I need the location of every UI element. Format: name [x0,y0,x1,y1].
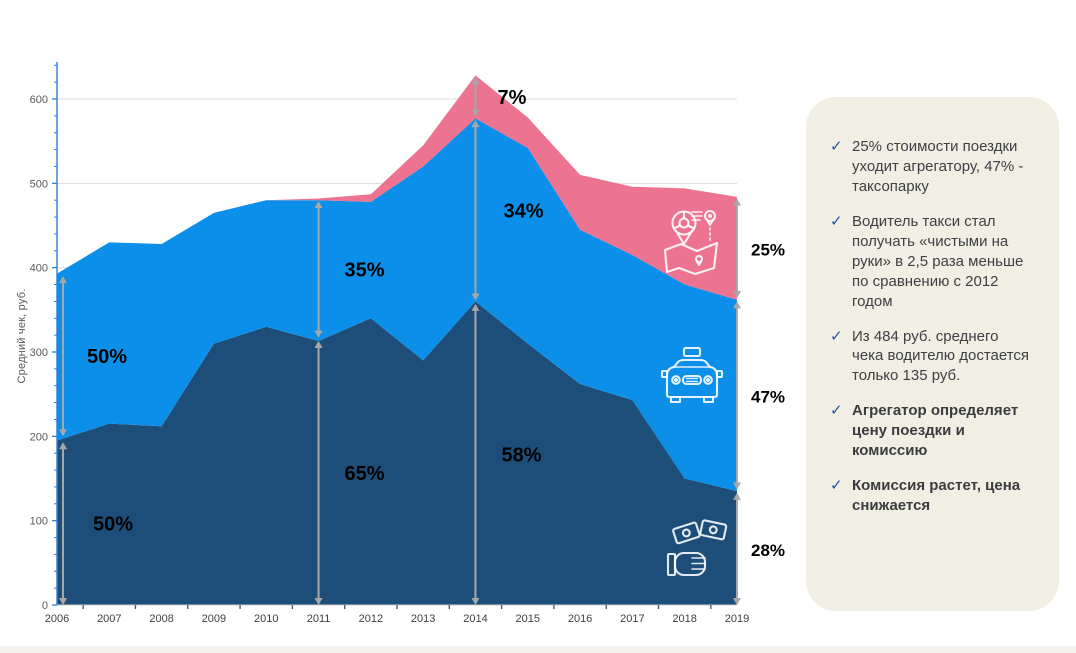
y-tick-label: 100 [30,516,48,528]
bullet-text: Водитель такси стал получать «чистыми на… [852,212,1024,310]
x-tick-label: 2018 [672,613,696,625]
y-tick-label: 200 [30,431,48,443]
arrowhead [314,598,323,605]
y-tick-label: 500 [30,178,48,190]
x-tick-label: 2015 [516,613,540,625]
stacked-area-chart: 0 100 200 300 400 500 600 2006 2007 2008 2009 2010 2… [30,62,785,625]
arrowhead [471,598,480,605]
arrowhead [733,598,741,605]
summary-card: ✓ 25% стоимости поездки уходит агрегатору… [806,97,1059,611]
summary-bullet: ✓ Комиссия растет, цена снижается [830,476,1033,516]
area-aggregator [57,75,737,300]
pct-label: 25% [751,240,785,259]
bullet-text: Комиссия растет, цена снижается [852,477,1021,515]
check-icon: ✓ [830,327,843,345]
x-tick-label: 2006 [45,613,69,625]
y-axis-title: Средний чек, руб. [16,288,28,384]
aggregator-map-icon [663,209,719,276]
arrowhead [314,201,323,209]
summary-bullet: ✓ Водитель такси стал получать «чистыми н… [830,212,1033,312]
x-tick-label: 2016 [568,613,592,625]
arrowhead [471,303,480,311]
area-driver [57,301,737,605]
x-tick-label: 2011 [307,613,331,625]
arrowhead [471,77,480,85]
money-in-hand-icon [666,519,728,577]
arrowhead [471,120,480,128]
arrowhead [733,301,741,309]
area-taxipark [57,118,737,492]
check-icon: ✓ [830,402,843,420]
bottom-edge-strip [0,646,1076,653]
arrowhead [471,293,480,301]
y-tick-label: 300 [30,347,48,359]
summary-bullet: ✓ 25% стоимости поездки уходит агрегатору… [830,137,1033,197]
bullet-text: Агрегатор определяет цену поездки и коми… [852,402,1019,460]
arrowhead [59,276,67,284]
x-tick-label: 2013 [411,613,435,625]
arrowhead [471,109,480,117]
taxi-icon [660,346,724,404]
pct-label: 28% [751,541,785,560]
summary-bullet: ✓ Агрегатор определяет цену поездки и ком… [830,401,1033,461]
pct-label: 50% [93,514,133,536]
x-tick-label: 2009 [202,613,226,625]
pct-label: 34% [503,200,543,222]
arrowhead [59,429,67,437]
pct-label: 35% [345,259,385,281]
pct-label: 65% [345,463,385,485]
x-tick-label: 2008 [149,613,173,625]
arrowhead [733,482,741,490]
summary-bullet: ✓ Из 484 руб. среднего чека водителю дост… [830,327,1033,387]
pct-label: 50% [87,346,127,368]
pct-label: 47% [751,387,785,406]
x-tick-label: 2010 [254,613,278,625]
y-tick-label: 0 [42,600,48,612]
pct-label: 58% [501,444,541,466]
x-tick-label: 2007 [97,613,121,625]
arrowhead [733,291,741,299]
x-tick-label: 2012 [359,613,383,625]
check-icon: ✓ [830,477,843,495]
x-tick-label: 2014 [463,613,487,625]
check-icon: ✓ [830,212,843,230]
check-icon: ✓ [830,138,843,155]
arrowhead [314,341,323,349]
x-tick-label: 2019 [725,613,749,625]
arrowhead [59,442,67,450]
pct-label: 7% [497,87,526,109]
summary-bullet-list: ✓ 25% стоимости поездки уходит агрегатору… [830,137,1033,516]
y-tick-label: 600 [30,94,48,106]
bullet-text: 25% стоимости поездки уходит агрегатору,… [852,138,1024,195]
arrowhead [59,598,67,605]
x-tick-label: 2017 [620,613,644,625]
arrowhead [733,492,741,500]
y-tick-label: 400 [30,263,48,275]
arrowhead [733,198,741,206]
arrowhead [314,330,323,338]
bullet-text: Из 484 руб. среднего чека водителю доста… [852,327,1030,385]
